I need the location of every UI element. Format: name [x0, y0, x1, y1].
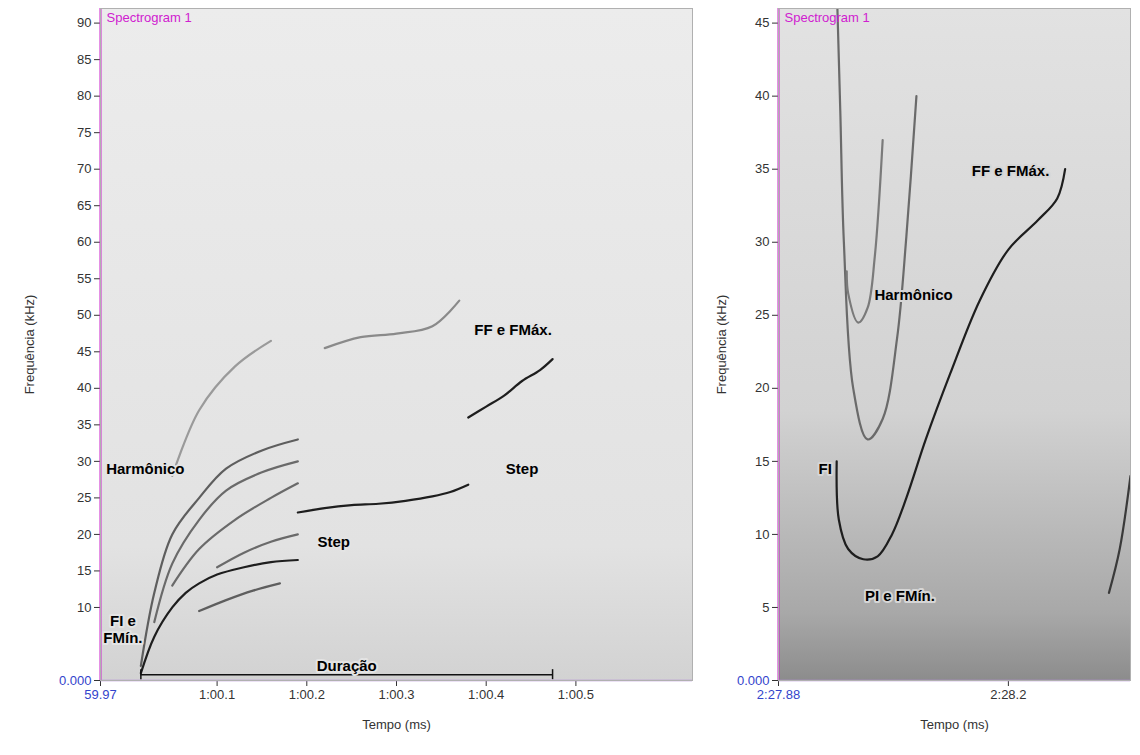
- svg-text:Frequência (kHz): Frequência (kHz): [714, 295, 729, 395]
- svg-text:Step: Step: [506, 460, 539, 477]
- svg-text:Frequência (kHz): Frequência (kHz): [22, 295, 37, 395]
- svg-text:Duração: Duração: [317, 657, 377, 674]
- svg-text:40: 40: [77, 380, 91, 395]
- svg-text:10: 10: [755, 527, 769, 542]
- svg-text:60: 60: [77, 234, 91, 249]
- svg-text:Tempo (ms): Tempo (ms): [920, 717, 989, 732]
- svg-text:15: 15: [77, 563, 91, 578]
- svg-text:Tempo (ms): Tempo (ms): [362, 717, 431, 732]
- svg-text:Harmônico: Harmônico: [106, 460, 184, 477]
- svg-text:1:00.4: 1:00.4: [468, 687, 504, 702]
- svg-text:35: 35: [755, 161, 769, 176]
- svg-text:59.97: 59.97: [84, 687, 117, 702]
- svg-text:90: 90: [77, 15, 91, 30]
- svg-text:70: 70: [77, 161, 91, 176]
- svg-text:50: 50: [77, 307, 91, 322]
- svg-text:25: 25: [755, 307, 769, 322]
- svg-text:Harmônico: Harmônico: [874, 286, 952, 303]
- svg-text:10: 10: [77, 600, 91, 615]
- svg-text:85: 85: [77, 52, 91, 67]
- svg-text:25: 25: [77, 490, 91, 505]
- svg-text:2:28.2: 2:28.2: [990, 687, 1026, 702]
- svg-text:1:00.1: 1:00.1: [199, 687, 235, 702]
- svg-text:30: 30: [77, 454, 91, 469]
- svg-text:30: 30: [755, 234, 769, 249]
- svg-text:15: 15: [755, 454, 769, 469]
- svg-text:FF e FMáx.: FF e FMáx.: [972, 162, 1050, 179]
- svg-text:FI eFMín.: FI eFMín.: [103, 612, 142, 646]
- svg-text:65: 65: [77, 198, 91, 213]
- svg-text:40: 40: [755, 88, 769, 103]
- svg-text:20: 20: [77, 527, 91, 542]
- svg-text:2:27.88: 2:27.88: [757, 687, 800, 702]
- svg-text:45: 45: [77, 344, 91, 359]
- svg-text:PI e FMín.: PI e FMín.: [865, 587, 935, 604]
- svg-text:FI: FI: [819, 460, 832, 477]
- svg-text:80: 80: [77, 88, 91, 103]
- svg-text:1:00.3: 1:00.3: [378, 687, 414, 702]
- svg-text:45: 45: [755, 15, 769, 30]
- svg-text:1:00.5: 1:00.5: [558, 687, 594, 702]
- svg-text:Spectrogram 1: Spectrogram 1: [107, 10, 192, 25]
- svg-text:20: 20: [755, 380, 769, 395]
- svg-text:Spectrogram 1: Spectrogram 1: [785, 10, 870, 25]
- svg-text:FF e FMáx.: FF e FMáx.: [474, 321, 552, 338]
- svg-text:75: 75: [77, 125, 91, 140]
- svg-text:55: 55: [77, 271, 91, 286]
- svg-text:Step: Step: [317, 533, 350, 550]
- svg-text:0.000: 0.000: [737, 673, 770, 688]
- svg-text:5: 5: [762, 600, 769, 615]
- svg-text:35: 35: [77, 417, 91, 432]
- svg-text:1:00.2: 1:00.2: [289, 687, 325, 702]
- svg-text:0.000: 0.000: [59, 673, 92, 688]
